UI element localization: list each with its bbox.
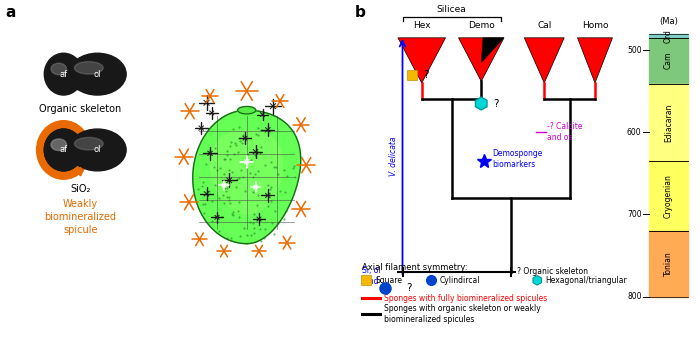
Ellipse shape xyxy=(36,121,90,179)
Bar xyxy=(650,231,687,297)
Ellipse shape xyxy=(238,106,256,114)
Ellipse shape xyxy=(44,129,83,171)
Text: Ord: Ord xyxy=(664,29,673,43)
Text: Demo: Demo xyxy=(468,21,495,30)
Text: 500: 500 xyxy=(627,45,641,55)
Polygon shape xyxy=(578,38,612,83)
Polygon shape xyxy=(211,130,283,214)
Bar xyxy=(650,34,687,38)
Text: Silicea: Silicea xyxy=(437,5,466,14)
Text: af: af xyxy=(60,70,68,79)
Text: ?: ? xyxy=(423,70,428,80)
Text: ? Organic skeleton: ? Organic skeleton xyxy=(517,268,588,276)
Text: Axial filament symmetry:: Axial filament symmetry: xyxy=(363,263,468,272)
Text: b: b xyxy=(355,5,366,20)
Ellipse shape xyxy=(44,53,83,95)
Text: Cylindircal: Cylindircal xyxy=(440,276,480,285)
Text: Cal: Cal xyxy=(537,21,552,30)
Text: Homo: Homo xyxy=(582,21,608,30)
Text: Demosponge
biomarkers: Demosponge biomarkers xyxy=(493,149,542,170)
Ellipse shape xyxy=(51,63,66,75)
Ellipse shape xyxy=(69,129,126,171)
Polygon shape xyxy=(398,38,446,83)
Bar xyxy=(650,161,687,231)
Ellipse shape xyxy=(74,62,103,74)
Ellipse shape xyxy=(44,129,83,171)
Text: a: a xyxy=(6,5,15,20)
Text: Cam: Cam xyxy=(664,52,673,69)
Text: -? Calcite
and os: -? Calcite and os xyxy=(547,122,582,142)
Text: Si, ol
and: Si, ol and xyxy=(363,266,381,286)
Polygon shape xyxy=(524,38,564,83)
Polygon shape xyxy=(475,97,487,110)
Text: Square: Square xyxy=(375,276,402,285)
Polygon shape xyxy=(458,38,504,81)
Text: Sponges with fully biomineralized spicules: Sponges with fully biomineralized spicul… xyxy=(384,294,547,303)
Ellipse shape xyxy=(74,137,103,150)
Polygon shape xyxy=(533,276,542,285)
Text: Hex: Hex xyxy=(413,21,430,30)
Text: ol: ol xyxy=(94,146,102,154)
Text: Tonian: Tonian xyxy=(664,251,673,276)
Ellipse shape xyxy=(69,53,126,95)
Ellipse shape xyxy=(51,139,66,151)
Text: af: af xyxy=(60,146,68,154)
Text: (Ma): (Ma) xyxy=(659,17,678,26)
Bar xyxy=(650,84,687,161)
Text: Hexagonal/triangular: Hexagonal/triangular xyxy=(546,276,627,285)
Text: Sponges with organic skeleton or weakly
biomineralized spicules: Sponges with organic skeleton or weakly … xyxy=(384,304,540,325)
Text: SiO₂: SiO₂ xyxy=(70,184,91,194)
Text: 800: 800 xyxy=(627,292,641,301)
Text: V. delicata: V. delicata xyxy=(389,137,398,176)
Text: 700: 700 xyxy=(627,210,641,219)
Text: Organic skeleton: Organic skeleton xyxy=(39,104,122,115)
Text: 600: 600 xyxy=(627,128,641,137)
Bar xyxy=(650,38,687,84)
Text: Ediacaran: Ediacaran xyxy=(664,103,673,142)
Text: ?: ? xyxy=(493,98,498,109)
Text: ?: ? xyxy=(406,283,412,293)
Ellipse shape xyxy=(51,139,66,151)
Text: ol: ol xyxy=(94,70,102,79)
Text: Weakly
biomineralized
spicule: Weakly biomineralized spicule xyxy=(45,199,116,235)
Polygon shape xyxy=(193,110,301,244)
Polygon shape xyxy=(482,38,504,63)
Text: Cryogenian: Cryogenian xyxy=(664,174,673,218)
